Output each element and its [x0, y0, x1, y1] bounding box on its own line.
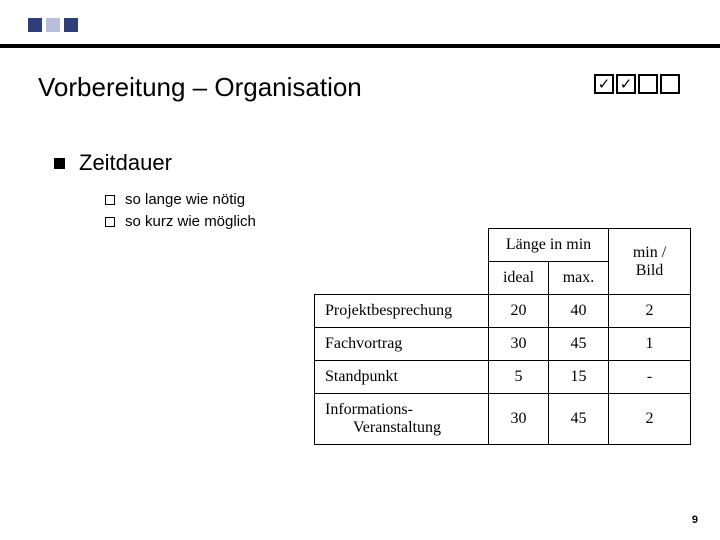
header-ideal: ideal [489, 262, 549, 295]
page-number: 9 [692, 514, 698, 526]
header-max: max. [549, 262, 609, 295]
decor-square-icon [28, 18, 42, 32]
progress-box-checked: ✓ [594, 74, 614, 94]
progress-boxes: ✓✓ [594, 74, 680, 94]
progress-box-checked: ✓ [616, 74, 636, 94]
cell-per: 1 [609, 328, 691, 361]
slide-title: Vorbereitung – Organisation [38, 72, 362, 103]
hollow-square-icon [105, 195, 115, 205]
table-row: Informations- Veranstaltung 30 45 2 [315, 394, 691, 445]
bullet-level1: Zeitdauer [54, 150, 172, 176]
top-band [0, 0, 720, 50]
row-label: Informations- Veranstaltung [315, 394, 489, 445]
cell-ideal: 20 [489, 295, 549, 328]
table-row: Standpunkt 5 15 - [315, 361, 691, 394]
cell-per: - [609, 361, 691, 394]
square-bullet-icon [54, 158, 65, 169]
cell-per: 2 [609, 394, 691, 445]
header-perslide: min / Bild [609, 229, 691, 295]
progress-box-empty [638, 74, 658, 94]
decor-square-icon [64, 18, 78, 32]
bullet-level1-text: Zeitdauer [79, 150, 172, 176]
table-row: Projektbesprechung 20 40 2 [315, 295, 691, 328]
bullet-level2-text: so kurz wie möglich [125, 213, 256, 230]
cell-per: 2 [609, 295, 691, 328]
cell-max: 40 [549, 295, 609, 328]
row-label: Standpunkt [315, 361, 489, 394]
table-header-row-1: Länge in min min / Bild [315, 229, 691, 262]
cell-max: 15 [549, 361, 609, 394]
bullet-level2: so kurz wie möglich [105, 213, 256, 230]
bullet-level2-text: so lange wie nötig [125, 191, 245, 208]
cell-ideal: 30 [489, 394, 549, 445]
row-label-line2: Veranstaltung [325, 419, 478, 437]
header-length: Länge in min [489, 229, 609, 262]
row-label: Fachvortrag [315, 328, 489, 361]
header-empty [315, 229, 489, 295]
row-label-line1: Informations- [325, 401, 478, 419]
decor-square-icon [46, 18, 60, 32]
bullet-level2: so lange wie nötig [105, 191, 245, 208]
progress-box-empty [660, 74, 680, 94]
row-label: Projektbesprechung [315, 295, 489, 328]
cell-ideal: 5 [489, 361, 549, 394]
duration-table: Länge in min min / Bild ideal max. Proje… [314, 228, 691, 445]
hollow-square-icon [105, 217, 115, 227]
cell-max: 45 [549, 328, 609, 361]
cell-ideal: 30 [489, 328, 549, 361]
table-row: Fachvortrag 30 45 1 [315, 328, 691, 361]
slide: Vorbereitung – Organisation ✓✓ Zeitdauer… [0, 0, 720, 540]
cell-max: 45 [549, 394, 609, 445]
top-underline [0, 44, 720, 48]
